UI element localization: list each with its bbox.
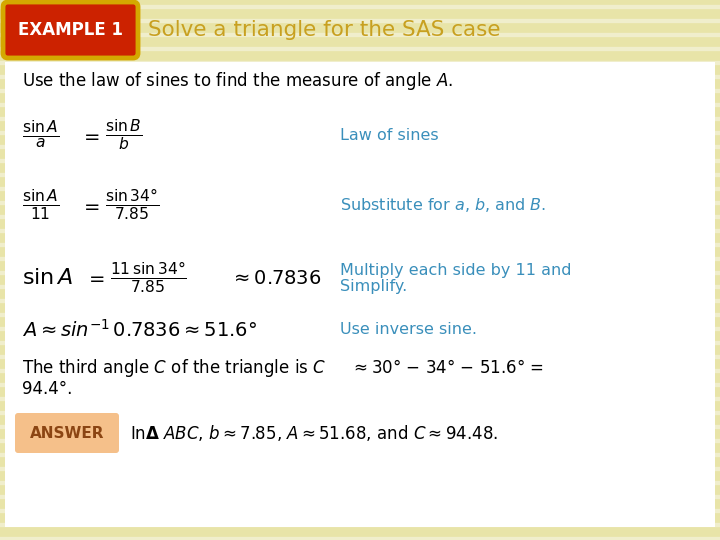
Text: Multiply each side by 11 and: Multiply each side by 11 and — [340, 262, 572, 278]
Text: $=$: $=$ — [80, 195, 100, 214]
Text: $\frac{\sin A}{11}$: $\frac{\sin A}{11}$ — [22, 187, 60, 222]
Text: Solve a triangle for the SAS case: Solve a triangle for the SAS case — [148, 20, 500, 40]
Text: Use the law of sines to find the measure of angle $A$.: Use the law of sines to find the measure… — [22, 70, 453, 92]
Text: The third angle $C$ of the triangle is $C$     $\approx$30° $-$ 34° $-$ 51.6° =: The third angle $C$ of the triangle is $… — [22, 357, 544, 379]
Text: $=$: $=$ — [80, 125, 100, 145]
FancyBboxPatch shape — [5, 62, 715, 527]
Text: $\frac{11\,\sin 34°}{7.85}$: $\frac{11\,\sin 34°}{7.85}$ — [110, 260, 186, 295]
Text: Substitute for $a$, $b$, and $B$.: Substitute for $a$, $b$, and $B$. — [340, 196, 546, 214]
Text: Law of sines: Law of sines — [340, 127, 438, 143]
Text: $\frac{\sin A}{a}$: $\frac{\sin A}{a}$ — [22, 119, 60, 151]
Text: Use inverse sine.: Use inverse sine. — [340, 322, 477, 338]
Text: $\approx 0.7836$: $\approx 0.7836$ — [230, 268, 321, 287]
Text: ANSWER: ANSWER — [30, 426, 104, 441]
Text: In$\mathbf{\Delta}$ $ABC$, $b \approx 7.85$, $A \approx 51.68$, and $C \approx 9: In$\mathbf{\Delta}$ $ABC$, $b \approx 7.… — [130, 423, 498, 443]
Text: 94.4°.: 94.4°. — [22, 380, 73, 398]
Text: EXAMPLE 1: EXAMPLE 1 — [18, 21, 123, 39]
Text: $\sin A$: $\sin A$ — [22, 268, 73, 288]
FancyBboxPatch shape — [15, 413, 119, 453]
Text: $=$: $=$ — [85, 268, 105, 287]
FancyBboxPatch shape — [3, 2, 138, 58]
Text: $\frac{\sin B}{b}$: $\frac{\sin B}{b}$ — [105, 118, 143, 152]
Text: $\frac{\sin 34°}{7.85}$: $\frac{\sin 34°}{7.85}$ — [105, 187, 159, 222]
Text: $A \approx \mathit{sin}^{-1}\,0.7836 \approx 51.6°$: $A \approx \mathit{sin}^{-1}\,0.7836 \ap… — [22, 319, 257, 341]
Text: Simplify.: Simplify. — [340, 280, 408, 294]
